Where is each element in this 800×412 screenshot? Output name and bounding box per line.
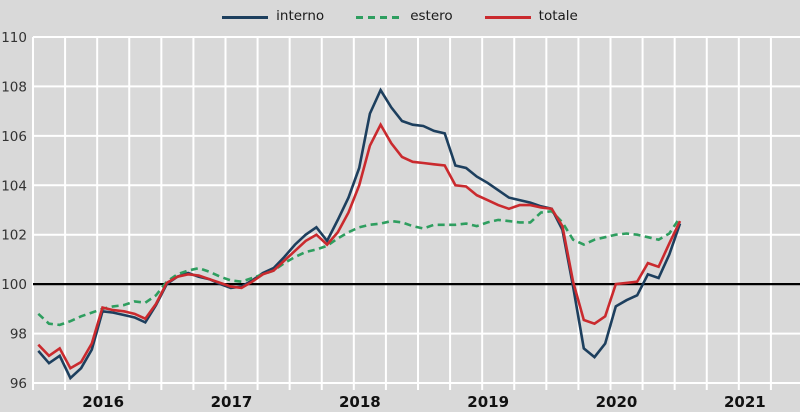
y-axis-tick-label: 104 <box>1 178 27 194</box>
legend-swatch-totale <box>484 15 531 19</box>
x-axis-year-label: 2021 <box>724 393 766 411</box>
x-axis-year-label: 2020 <box>596 393 638 411</box>
legend-label-interno: interno <box>276 8 325 25</box>
y-axis-tick-label: 110 <box>1 30 27 46</box>
y-axis-tick-label: 98 <box>10 327 27 343</box>
y-axis-tick-label: 106 <box>1 129 27 145</box>
legend-item-estero: estero <box>356 8 453 25</box>
legend-item-interno: interno <box>222 10 324 24</box>
legend-swatch-interno <box>222 15 269 19</box>
x-axis-year-label: 2016 <box>82 393 124 411</box>
y-axis-tick-label: 100 <box>1 277 27 293</box>
y-axis-tick-label: 102 <box>1 228 27 244</box>
legend-item-totale: totale <box>484 8 578 25</box>
x-axis-year-label: 2017 <box>211 393 253 411</box>
x-axis-year-label: 2019 <box>467 393 509 411</box>
series-line-estero <box>37 209 682 327</box>
chart-legend: interno estero totale <box>0 6 800 28</box>
series-line-interno <box>37 87 682 381</box>
legend-label-totale: totale <box>538 8 578 25</box>
legend-label-estero: estero <box>410 8 453 25</box>
legend-swatch-estero <box>356 15 403 19</box>
y-axis-tick-label: 96 <box>10 376 27 392</box>
series-line-totale <box>37 121 682 370</box>
x-axis-year-label: 2018 <box>339 393 381 411</box>
y-axis-tick-label: 108 <box>1 79 27 95</box>
